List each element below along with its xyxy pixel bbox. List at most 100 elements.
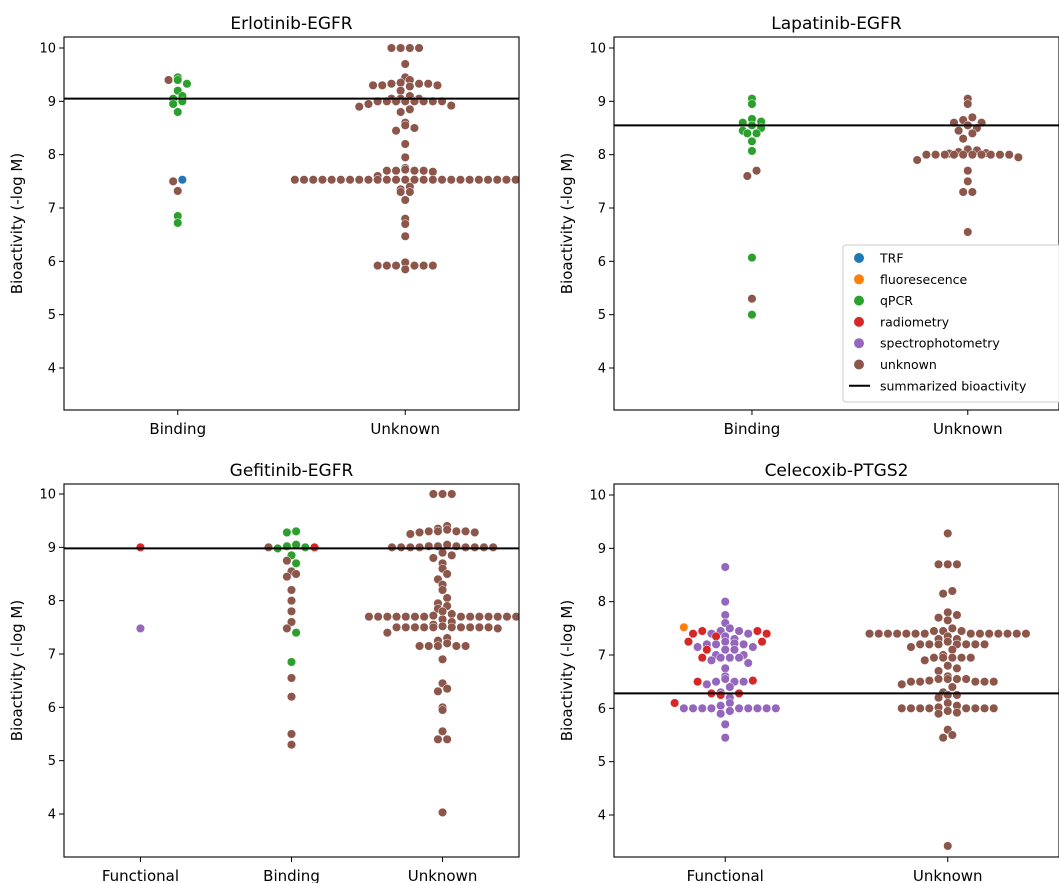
data-point-spectrophotometry [693,642,703,652]
data-point-unknown [929,653,939,663]
data-point-radiometry [762,629,772,639]
panel-gefitinib-egfr: Gefitinib-EGFR Bioactivity (-log M) 4 5 6 7 8 9… [8,461,520,883]
data-point-unknown [438,489,448,499]
legend-marker-fluoresecence [854,274,864,285]
data-point-unknown [405,81,415,91]
data-point-unknown [354,175,364,185]
data-point-spectrophotometry [743,658,753,668]
data-point-unknown [455,175,466,185]
y-tick-label: 7 [48,648,56,663]
data-point-spectrophotometry [725,706,735,716]
data-point-unknown [966,629,976,639]
data-point-unknown [986,150,996,160]
data-point-unknown [396,43,406,53]
data-point-unknown [164,75,174,85]
data-point-unknown [387,542,397,552]
data-point-radiometry [670,698,680,708]
data-point-unknown [442,569,452,579]
data-point-unknown [382,175,392,185]
data-point-unknown [382,261,392,271]
data-point-unknown [511,612,519,622]
data-point-unknown [915,677,925,687]
data-point-unknown [892,629,902,639]
data-point-spectrophotometry [711,677,721,687]
y-axis-label: Bioactivity (-log M) [558,153,576,294]
data-point-spectrophotometry [720,562,730,572]
data-point-qpcr [182,79,192,89]
data-point-spectrophotometry [720,645,730,655]
data-point-unknown [286,740,297,750]
data-point-unknown [961,674,971,684]
data-point-qpcr [173,75,183,85]
data-point-spectrophotometry [716,653,726,663]
data-point-unknown [447,609,457,619]
data-point-unknown [906,703,916,713]
data-point-unknown [1021,629,1031,639]
x-tick-label: Functional [687,867,764,883]
legend-label: fluoresecence [880,272,968,287]
data-point-unknown [943,661,953,671]
data-point-unknown [409,166,420,176]
data-point-unknown [980,703,990,713]
data-point-spectrophotometry [720,663,730,673]
data-point-unknown [433,686,443,696]
plot-area [64,43,519,274]
panel-lapatinib-egfr: Lapatinib-EGFR Bioactivity (-log M) 4 5 6 7 8 9… [558,14,1059,438]
y-tick-label: 6 [48,701,56,716]
data-point-unknown [1004,150,1014,160]
y-tick-label: 4 [598,362,606,377]
data-point-unknown [993,629,1003,639]
axes-frame [63,483,520,858]
data-point-spectrophotometry [702,679,712,689]
y-tick-label: 5 [598,755,606,770]
data-point-unknown [915,639,925,649]
data-point-unknown [995,150,1005,160]
data-point-unknown [438,654,448,664]
chart-title: Lapatinib-EGFR [771,14,902,34]
data-point-unknown [989,703,999,713]
data-point-spectrophotometry [725,623,735,633]
data-point-unknown [943,607,953,617]
y-tick-label: 6 [48,255,56,270]
data-point-spectrophotometry [739,639,749,649]
data-point-spectrophotometry [720,733,730,743]
data-point-unknown [947,623,957,633]
data-point-unknown [958,187,968,197]
y-tick-label: 9 [48,541,56,556]
data-point-unknown [984,629,994,639]
data-point-unknown [442,593,452,603]
data-point-unknown [963,99,973,109]
y-tick-label: 7 [598,649,606,664]
x-tick-label: Binding [263,867,320,883]
data-point-qpcr [291,558,301,568]
x-tick-label: Unknown [408,867,478,883]
data-point-spectrophotometry [725,682,735,692]
data-point-unknown [442,638,452,648]
y-tick-label: 4 [48,808,56,823]
y-tick-label: 7 [598,202,606,217]
data-point-unknown [484,622,494,632]
data-point-radiometry [135,542,145,552]
data-point-unknown [461,641,471,651]
plot-area [64,489,519,817]
data-point-qpcr [742,128,752,138]
data-point-unknown [442,684,452,694]
data-point-unknown [947,586,957,596]
data-point-unknown [967,187,977,197]
data-point-unknown [438,548,448,558]
y-axis-label: Bioactivity (-log M) [558,600,576,741]
data-point-unknown [461,542,471,552]
data-point-unknown [400,175,410,185]
data-point-unknown [943,674,953,684]
y-tick-label: 10 [589,489,606,504]
data-point-unknown [943,615,953,625]
data-point-unknown [442,525,452,535]
y-tick-label: 6 [598,702,606,717]
axes-frame [613,36,1059,411]
data-point-unknown [897,703,907,713]
data-point-unknown [400,195,410,205]
data-point-unknown [474,175,484,185]
data-point-unknown [924,676,934,686]
data-point-unknown [391,175,401,185]
data-point-unknown [947,682,957,692]
